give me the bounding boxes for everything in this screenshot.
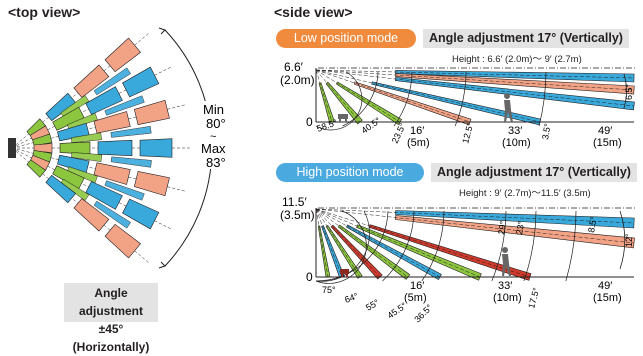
detection-beam <box>353 81 472 126</box>
detection-zone <box>104 37 141 73</box>
high-dist-33ft: 33′ <box>498 280 512 292</box>
detection-zone <box>122 198 160 230</box>
low-height-note: Height : 6.6′ (2.0m)～ 9′ (2.7m) <box>452 54 582 65</box>
detection-zone <box>97 139 133 157</box>
detection-zone <box>60 178 90 201</box>
high-angle-29: 29° <box>496 220 508 236</box>
min-value: 80° <box>206 116 226 131</box>
detection-zone <box>32 133 53 146</box>
detection-zone <box>122 66 160 98</box>
horizontal-adjust-box: Angle adjustment ±45° (Horizontally) <box>64 283 158 354</box>
low-position-mode-badge: Low position mode <box>276 29 416 48</box>
detection-zone <box>67 166 98 184</box>
high-mount-height-m: (3.5m) <box>280 208 315 222</box>
low-angle-23-5: 23.5° <box>390 121 408 145</box>
detection-zone <box>93 200 132 229</box>
low-beams <box>315 69 635 126</box>
person-icon <box>502 247 511 276</box>
high-dist-49ft: 49′ <box>598 280 612 292</box>
detection-zone <box>139 138 173 158</box>
low-angle-adjustment-box: Angle adjustment 17° (Vertically) <box>423 29 629 48</box>
high-angle-23: 23° <box>514 220 526 236</box>
high-angle-75: 75° <box>322 285 336 295</box>
detection-beam <box>330 224 383 280</box>
detection-beam <box>318 82 335 124</box>
high-spread-angle: 12° <box>624 233 634 247</box>
side-view-title: <side view> <box>274 4 353 20</box>
high-origin: 0 <box>306 270 313 284</box>
low-origin: 0 <box>306 115 313 129</box>
max-value: 83° <box>206 155 226 170</box>
low-dist-33ft: 33′ <box>508 125 522 137</box>
high-angle-8-5: 8.5° <box>586 215 599 233</box>
high-dist-16ft: 16′ <box>410 280 424 292</box>
detection-zone <box>93 67 132 96</box>
high-angle-64: 64° <box>343 291 360 305</box>
detection-zone <box>104 223 141 259</box>
h-adjust-line1: Angle adjustment <box>78 286 143 318</box>
low-dist-5m: (5m) <box>407 137 430 149</box>
top-view-diagram: Min 80° ~ Max 83° <box>8 27 244 269</box>
detection-zone <box>110 156 152 168</box>
low-mount-height-ft: 6.6′ <box>284 60 304 74</box>
sensor-unit <box>8 138 16 158</box>
detection-zone <box>26 159 46 178</box>
person-icon <box>504 93 513 122</box>
high-height-note: Height : 9′ (2.7m)～11.5′ (3.5m) <box>459 188 591 199</box>
low-position-diagram: 6.6′ (2.0m) 0 58.5° 40.5° 23.5° 12.5° 3.… <box>280 60 636 149</box>
min-label: Min <box>203 102 224 117</box>
detection-fan <box>11 32 192 264</box>
max-label: Max <box>201 141 226 156</box>
low-angle-3-5: 3.5° <box>540 122 553 140</box>
detection-zone <box>133 171 170 197</box>
detection-zone <box>45 174 77 204</box>
range-tilde: ~ <box>210 131 216 143</box>
h-adjust-line2: ±45° (Horizontally) <box>72 322 150 354</box>
detection-zone <box>85 86 123 115</box>
low-spread-angle: 6.5° <box>624 83 634 100</box>
small-animal-icon <box>340 269 349 277</box>
detection-zone <box>104 95 145 116</box>
low-dist-16ft: 16′ <box>410 125 424 137</box>
high-beams <box>315 208 635 281</box>
small-animal-icon <box>338 114 348 122</box>
high-position-mode-badge: High position mode <box>276 163 424 182</box>
detection-zone <box>93 162 131 185</box>
low-dist-15m: (15m) <box>593 137 622 149</box>
detection-zone <box>67 112 98 130</box>
low-angle-40-5: 40.5° <box>359 115 382 136</box>
high-mount-height-ft: 11.5′ <box>282 195 307 209</box>
high-dist-5m: (5m) <box>404 292 427 304</box>
detection-beam <box>325 225 363 279</box>
high-angle-17-5: 17.5° <box>526 286 541 309</box>
detection-zone <box>33 143 53 153</box>
detection-zone <box>104 180 145 201</box>
detection-zone <box>59 141 91 155</box>
high-dist-15m: (15m) <box>593 292 622 304</box>
detection-zone <box>73 64 110 98</box>
high-dist-10m: (10m) <box>493 292 522 304</box>
low-angle-12-5: 12.5° <box>460 121 475 144</box>
detection-zone <box>133 99 170 125</box>
high-angle-arcs <box>315 210 577 284</box>
detection-zone <box>73 198 110 232</box>
low-mount-height-m: (2.0m) <box>280 73 315 87</box>
detection-zone <box>110 125 152 138</box>
detection-zone <box>93 111 131 134</box>
low-dist-49ft: 49′ <box>598 125 612 137</box>
high-angle-55: 55° <box>364 297 381 313</box>
detection-zone <box>60 95 90 118</box>
detection-zone <box>71 152 103 162</box>
top-view-title: <top view> <box>8 4 81 20</box>
low-angle-arcs <box>315 71 547 131</box>
detection-zone <box>70 132 102 143</box>
low-dist-10m: (10m) <box>502 137 531 149</box>
low-angle-58-5: 58.5° <box>315 117 339 134</box>
detection-beam <box>356 224 482 281</box>
high-angle-adjustment-box: Angle adjustment 17° (Vertically) <box>431 163 637 182</box>
high-angle-36-5: 36.5° <box>412 302 434 324</box>
detection-zone <box>85 181 123 210</box>
high-position-diagram: 11.5′ (3.5m) 0 75° 64° 55° 45.5° 36.5° 2… <box>280 195 636 324</box>
